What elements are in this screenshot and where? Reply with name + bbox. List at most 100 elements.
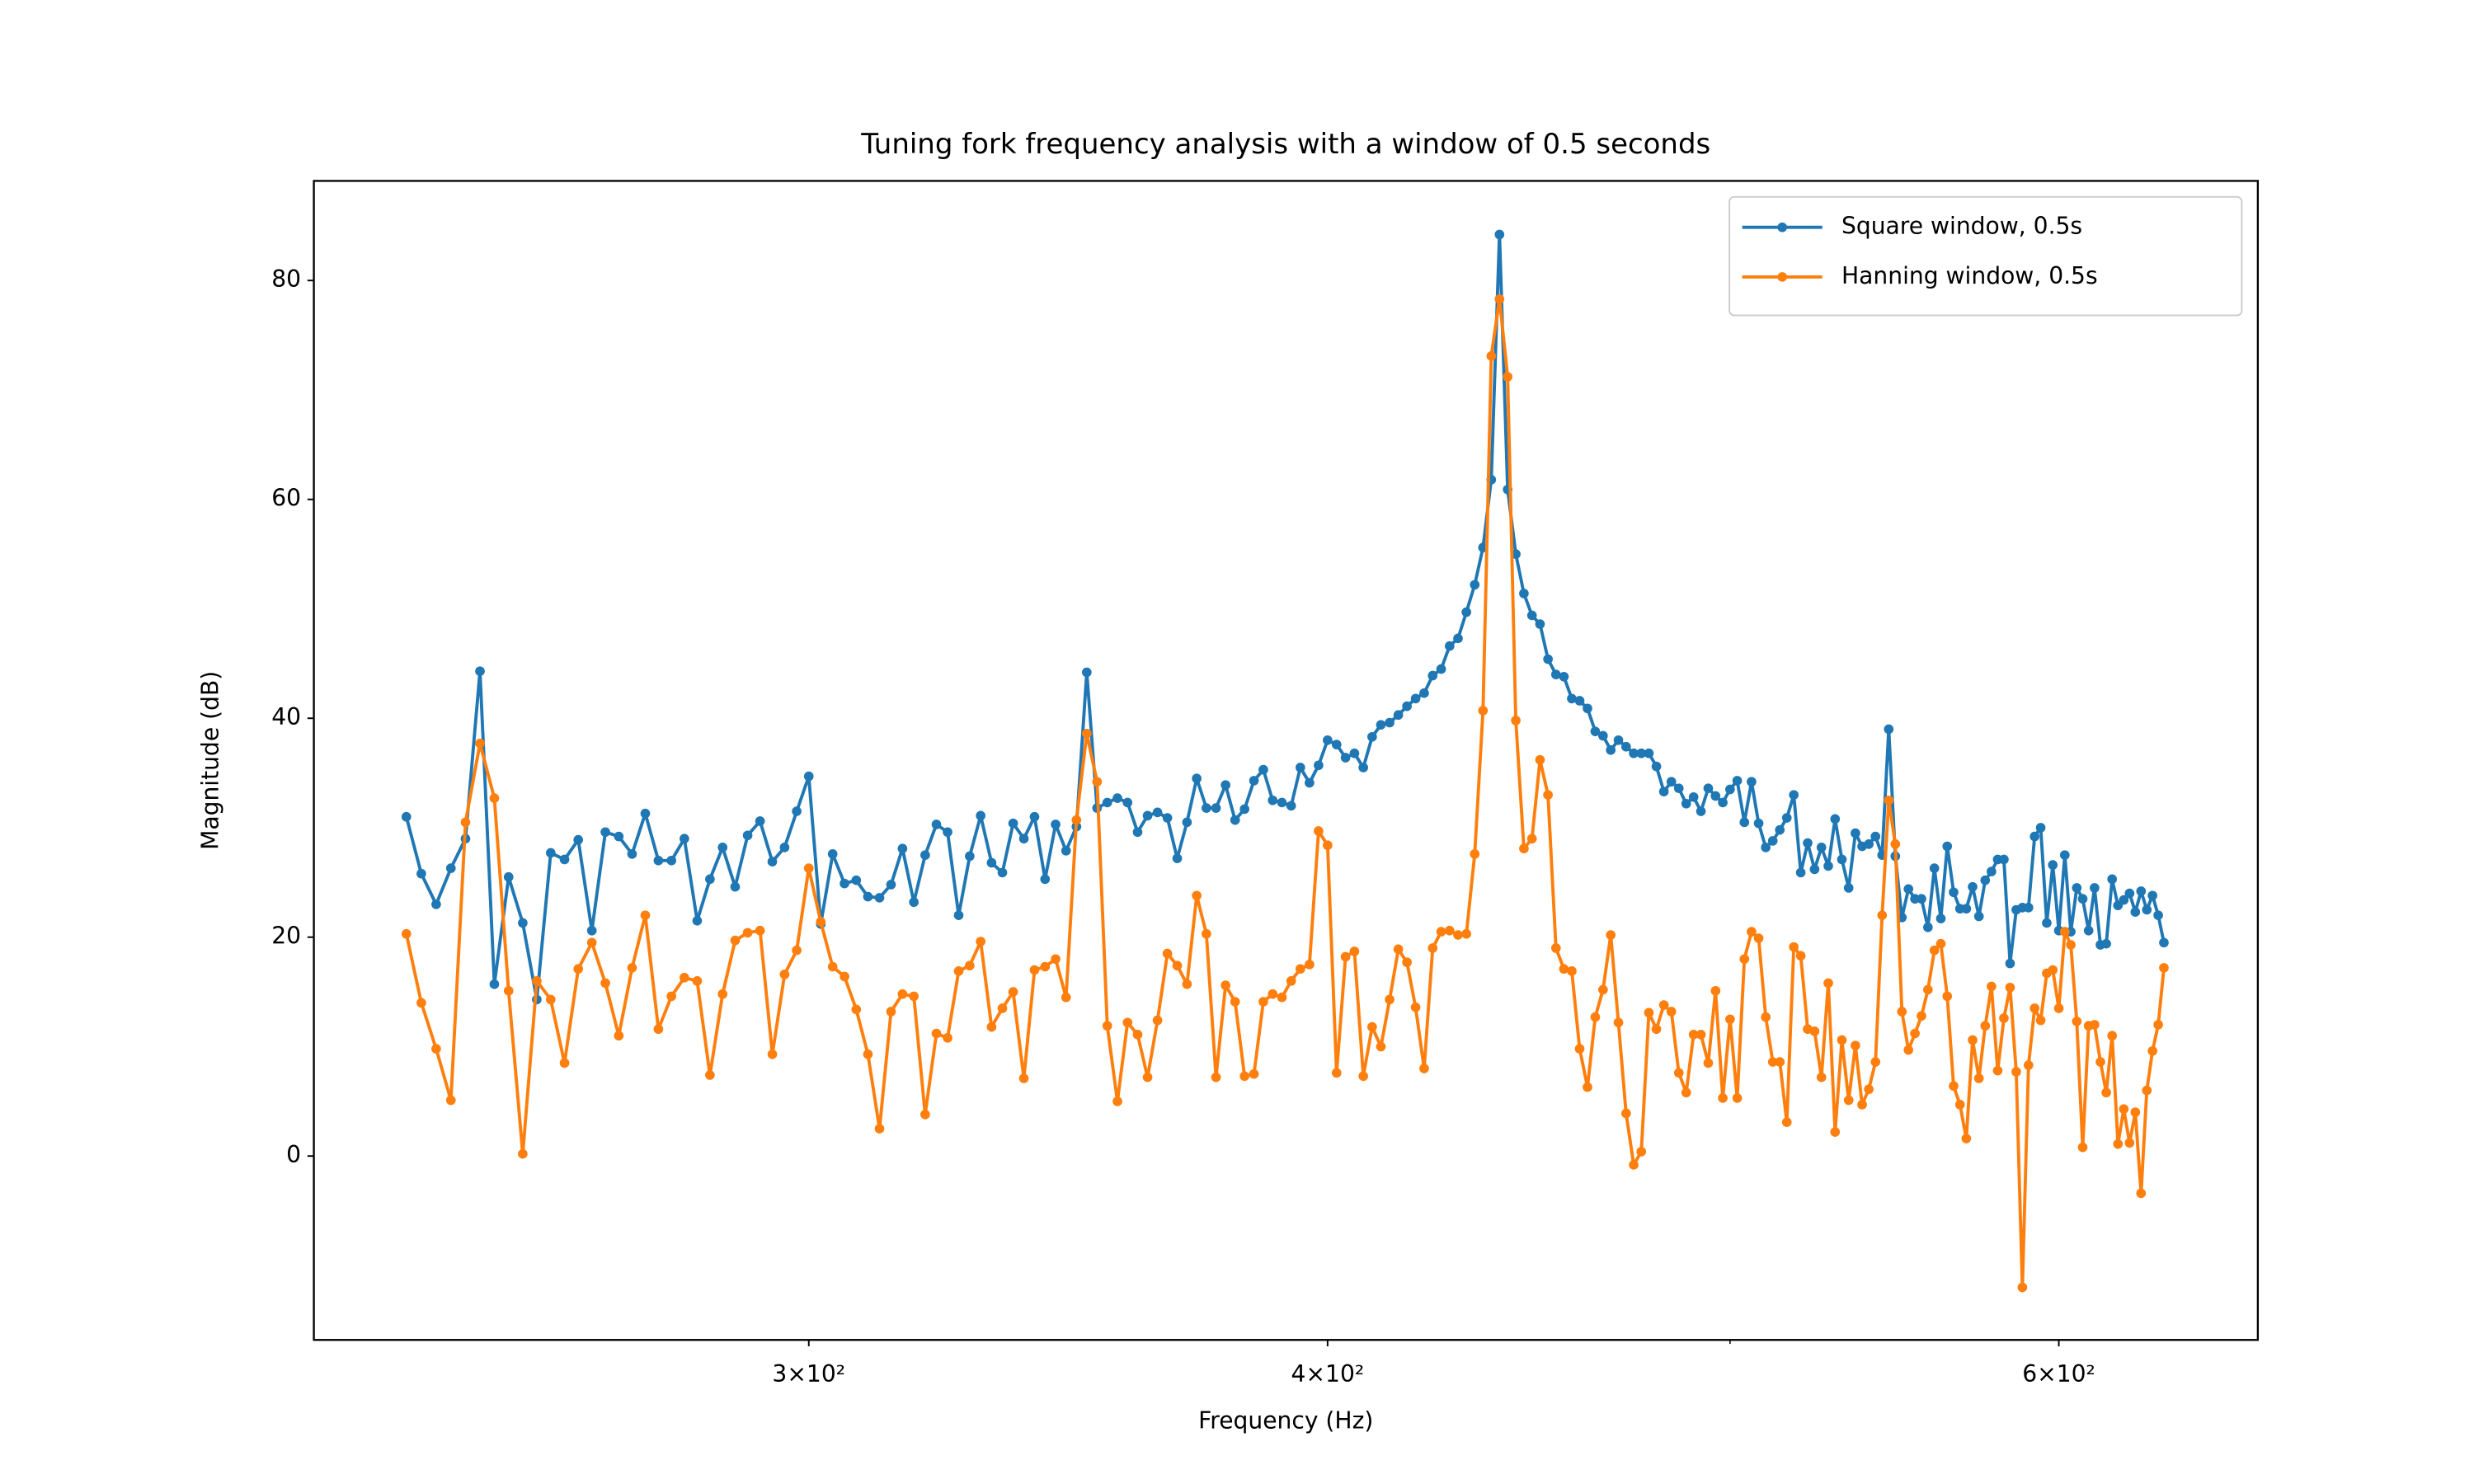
data-point <box>2124 888 2135 899</box>
data-point <box>431 899 441 909</box>
y-tick-label: 80 <box>271 265 301 293</box>
data-point <box>1987 866 1997 876</box>
data-point <box>1681 1087 1691 1098</box>
data-point <box>1923 922 1933 932</box>
data-point <box>1718 797 1728 808</box>
data-point <box>909 991 919 1002</box>
data-point <box>1340 753 1351 763</box>
data-point <box>1942 991 1953 1002</box>
data-point <box>1323 840 1333 851</box>
data-point <box>2119 895 2129 905</box>
data-point <box>1598 730 1608 741</box>
data-point <box>1202 803 1211 813</box>
data-point <box>1903 884 1914 895</box>
data-point <box>2005 982 2015 993</box>
data-point <box>779 970 790 979</box>
data-point <box>1718 1093 1728 1103</box>
data-point <box>2060 850 2070 860</box>
data-point <box>1410 1002 1421 1012</box>
data-point <box>1340 951 1351 962</box>
data-point <box>1122 1017 1133 1028</box>
data-point <box>1954 1100 1965 1110</box>
data-point <box>1703 1058 1714 1068</box>
data-point <box>2042 918 2052 928</box>
x-tick-label: 3×10² <box>772 1360 845 1388</box>
data-point <box>627 963 637 973</box>
data-point <box>1221 780 1230 791</box>
data-point <box>475 666 485 676</box>
data-point <box>532 975 542 986</box>
data-point <box>1775 824 1785 835</box>
series-line <box>404 232 2166 1002</box>
data-point <box>1761 1012 1771 1022</box>
data-point <box>1864 1084 1874 1095</box>
data-point <box>1192 890 1202 901</box>
data-point <box>1710 791 1721 801</box>
data-point <box>1323 735 1333 745</box>
data-point <box>897 989 908 999</box>
data-point <box>840 878 849 889</box>
data-point <box>2159 937 2169 948</box>
data-point <box>1349 748 1360 758</box>
data-point <box>2030 831 2040 842</box>
data-point <box>1620 741 1631 752</box>
chart-title: Tuning fork frequency analysis with a wi… <box>860 128 1710 161</box>
data-point <box>1295 964 1305 974</box>
data-point <box>1202 928 1211 939</box>
data-point <box>1767 836 1778 846</box>
data-point <box>1305 960 1315 970</box>
data-point <box>1444 925 1455 936</box>
series <box>401 294 2169 1293</box>
data-point <box>475 738 485 749</box>
data-point <box>640 808 651 819</box>
data-point <box>2136 1188 2147 1199</box>
data-point <box>1367 731 1377 742</box>
data-point <box>1843 1095 1854 1106</box>
data-point <box>1535 754 1545 765</box>
data-point <box>1761 843 1771 852</box>
data-point <box>1112 793 1122 803</box>
data-point <box>1696 1030 1706 1040</box>
data-point <box>1221 980 1230 990</box>
data-point <box>1651 761 1662 772</box>
data-point <box>640 910 651 920</box>
data-point <box>1968 881 1978 892</box>
data-point <box>1897 1007 1907 1017</box>
data-point <box>1559 671 1569 682</box>
data-point <box>2066 940 2076 950</box>
data-point <box>1823 861 1833 871</box>
data-point <box>2072 883 2082 893</box>
data-point <box>1973 911 1984 922</box>
data-point <box>1526 610 1537 621</box>
data-point <box>2153 1020 2163 1030</box>
data-point <box>1494 294 1505 304</box>
data-point <box>1162 948 1173 959</box>
data-point <box>1142 1072 1153 1082</box>
data-point <box>1494 229 1505 240</box>
data-point <box>1453 930 1463 940</box>
data-point <box>931 1028 942 1039</box>
data-point <box>1376 720 1386 730</box>
data-point <box>767 857 778 866</box>
data-point <box>1590 1012 1601 1022</box>
data-point <box>2142 904 2152 915</box>
data-point <box>2017 1282 2028 1293</box>
data-point <box>1870 1057 1881 1067</box>
data-point <box>1172 960 1183 971</box>
data-point <box>600 827 610 838</box>
data-point <box>986 1021 997 1032</box>
data-point <box>1673 783 1684 794</box>
data-point <box>2083 925 2094 936</box>
data-point <box>2090 1020 2100 1030</box>
data-point <box>2011 1067 2021 1077</box>
data-point <box>431 1044 441 1054</box>
data-point <box>1029 811 1040 822</box>
data-point <box>653 1024 664 1035</box>
y-tick-label: 20 <box>271 923 301 950</box>
data-point <box>1910 1028 1920 1039</box>
data-point <box>1583 1082 1592 1092</box>
data-point <box>1358 1071 1368 1082</box>
data-point <box>792 806 802 816</box>
data-point <box>1503 372 1513 382</box>
